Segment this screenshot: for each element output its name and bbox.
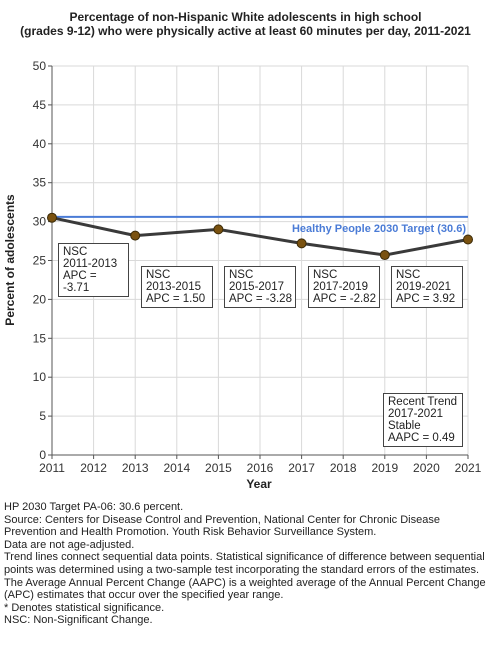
footnotes: HP 2030 Target PA-06: 30.6 percent. Sour… [4, 501, 488, 627]
series-layer [47, 212, 473, 261]
data-point [379, 250, 390, 261]
data-point [130, 230, 141, 241]
chart-title: Percentage of non-Hispanic White adolesc… [0, 10, 491, 38]
x-tick-label: 2018 [330, 461, 357, 475]
annotation-line: NSC [63, 246, 88, 258]
y-tick-label: 25 [33, 254, 47, 268]
annotation-line: 2013-2015 [146, 281, 201, 293]
y-tick-label: 50 [33, 59, 47, 73]
x-tick-label: 2011 [39, 461, 65, 475]
x-tick-label: 2015 [205, 461, 232, 475]
y-tick-label: 5 [39, 409, 46, 423]
data-point [47, 212, 57, 223]
annotation-line: AAPC = 0.49 [388, 432, 455, 444]
footnote-trend-lines: Trend lines connect sequential data poin… [4, 551, 485, 576]
annotation-line: APC = -3.71 [63, 270, 97, 294]
y-tick-label: 10 [33, 370, 47, 384]
annotation-line: APC = -2.82 [313, 293, 376, 305]
annotation-line: NSC [146, 269, 171, 281]
y-tick-label: 30 [33, 215, 47, 229]
footnote-target: HP 2030 Target PA-06: 30.6 percent. [4, 501, 184, 513]
data-point [213, 224, 224, 235]
annotation-line: NSC [229, 269, 254, 281]
annotation-line: 2019-2021 [396, 281, 451, 293]
x-tick-label: 2016 [247, 461, 274, 475]
footnote-age-adjusted: Data are not age-adjusted. [4, 538, 135, 551]
annotation-line: NSC [313, 269, 338, 281]
annotation-box-2015-2017: NSC 2015-2017 APC = -3.28 [224, 266, 296, 308]
data-point [463, 234, 473, 245]
x-tick-label: 2019 [371, 461, 398, 475]
y-tick-label: 15 [33, 331, 47, 345]
x-tick-label: 2020 [413, 461, 440, 475]
x-axis-label: Year [246, 477, 272, 491]
footnote-nsc: NSC: Non-Significant Change. [4, 614, 153, 627]
data-point [296, 238, 307, 249]
annotation-line: NSC [396, 269, 421, 281]
annotation-line: APC = -3.28 [229, 293, 292, 305]
y-tick-label: 0 [39, 448, 46, 462]
footnote-source: Source: Centers for Disease Control and … [4, 513, 440, 539]
x-tick-label: 2013 [122, 461, 149, 475]
target-layer: Healthy People 2030 Target (30.6) [52, 215, 468, 235]
annotation-line: 2017-2021 [388, 408, 443, 420]
series-line [51, 216, 469, 257]
annotation-line: 2017-2019 [313, 281, 368, 293]
y-tick-label: 20 [33, 292, 47, 306]
y-axis-label: Percent of adolescents [3, 194, 17, 326]
annotation-box-2019-2021: NSC 2019-2021 APC = 3.92 [391, 266, 463, 308]
annotation-line: Recent Trend [388, 396, 458, 408]
annotation-line: APC = 3.92 [396, 293, 456, 305]
x-tick-label: 2012 [80, 461, 107, 475]
annotation-box-2017-2019: NSC 2017-2019 APC = -2.82 [308, 266, 380, 308]
annotation-box-2011-2013: NSC 2011-2013 APC = -3.71 [58, 243, 129, 297]
x-tick-label: 2017 [288, 461, 315, 475]
axis-layer: 0 5 10 15 20 25 30 35 40 45 50 2011 2012 2013 2014 2015… [33, 59, 482, 475]
y-tick-label: 45 [33, 98, 47, 112]
x-tick-label: 2021 [455, 461, 482, 475]
annotation-line: 2015-2017 [229, 281, 284, 293]
target-label: Healthy People 2030 Target (30.6) [292, 223, 466, 235]
annotation-box-recent-trend: Recent Trend 2017-2021 Stable AAPC = 0.4… [383, 393, 463, 447]
annotation-line: 2011-2013 [63, 258, 118, 270]
annotation-line: Stable [388, 420, 421, 432]
annotation-line: APC = 1.50 [146, 293, 206, 305]
footnote-aapc: The Average Annual Percent Change (AAPC)… [4, 576, 486, 602]
x-tick-label: 2014 [163, 461, 190, 475]
chart-title-line-1: Percentage of non-Hispanic White adolesc… [69, 10, 422, 24]
footnote-significance: * Denotes statistical significance. [4, 601, 165, 614]
chart-title-line-2: (grades 9-12) who were physically active… [20, 24, 471, 38]
y-tick-label: 40 [33, 137, 47, 151]
y-tick-label: 35 [33, 176, 47, 190]
annotation-box-2013-2015: NSC 2013-2015 APC = 1.50 [141, 266, 213, 308]
